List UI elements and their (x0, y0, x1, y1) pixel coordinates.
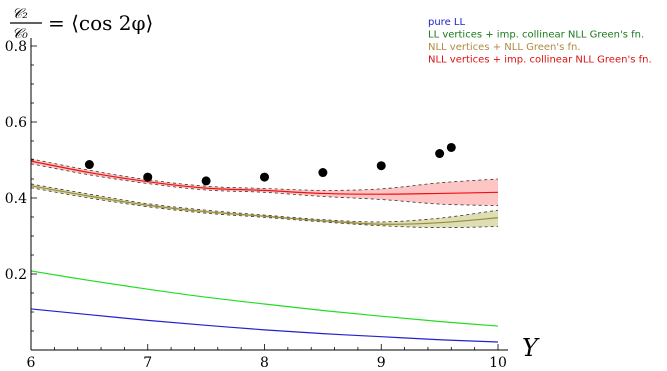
data-point (143, 172, 153, 182)
data-point (376, 161, 386, 171)
x-tick-label: 10 (489, 355, 507, 371)
data-point (260, 172, 269, 182)
y-tick-label: 0.6 (5, 115, 27, 131)
data-point (435, 149, 445, 159)
legend-entry-3: NLL vertices + imp. collinear NLL Green'… (428, 55, 652, 66)
y-title-rhs: = ⟨cos 2φ⟩ (48, 11, 153, 35)
x-tick-label: 6 (27, 355, 36, 371)
data-point (446, 142, 456, 152)
series-lines (30, 160, 499, 343)
y-title-denominator: 𝒞₀ (12, 26, 28, 42)
legend-entry-1: LL vertices + imp. collinear NLL Green's… (428, 30, 644, 41)
x-tick-label: 7 (143, 355, 152, 371)
axes: 6 7 8 9 10 0.2 0.4 0.6 0.8 (5, 38, 508, 371)
x-axis-title: Y (522, 334, 540, 362)
legend-entry-2: NLL vertices + NLL Green's fn. (428, 42, 581, 53)
band-upper-edge-2 (30, 183, 499, 223)
data-point (84, 160, 94, 170)
band-lower-edge-3 (30, 163, 499, 206)
y-axis-title: 𝒞₂ 𝒞₀ = ⟨cos 2φ⟩ (10, 6, 153, 42)
y-title-numerator: 𝒞₂ (12, 6, 28, 22)
series-line-1 (30, 270, 499, 327)
legend: pure LL LL vertices + imp. collinear NLL … (428, 17, 652, 66)
legend-entry-0: pure LL (428, 17, 465, 28)
data-points (84, 142, 456, 186)
series-line-0 (30, 308, 499, 343)
band-lower-edge-2 (30, 187, 499, 229)
band-upper-edge-3 (30, 158, 499, 191)
y-tick-label: 0.2 (5, 267, 27, 283)
y-tick-label: 0.4 (5, 191, 27, 207)
band-series-2 (31, 183, 498, 228)
y-tick-label: 0.8 (5, 39, 27, 55)
x-tick-label: 8 (260, 355, 269, 371)
x-tick-label: 9 (377, 355, 386, 371)
data-point (201, 176, 211, 186)
series-line-2 (30, 185, 499, 225)
data-point (318, 168, 328, 178)
series-line-3 (30, 160, 499, 195)
